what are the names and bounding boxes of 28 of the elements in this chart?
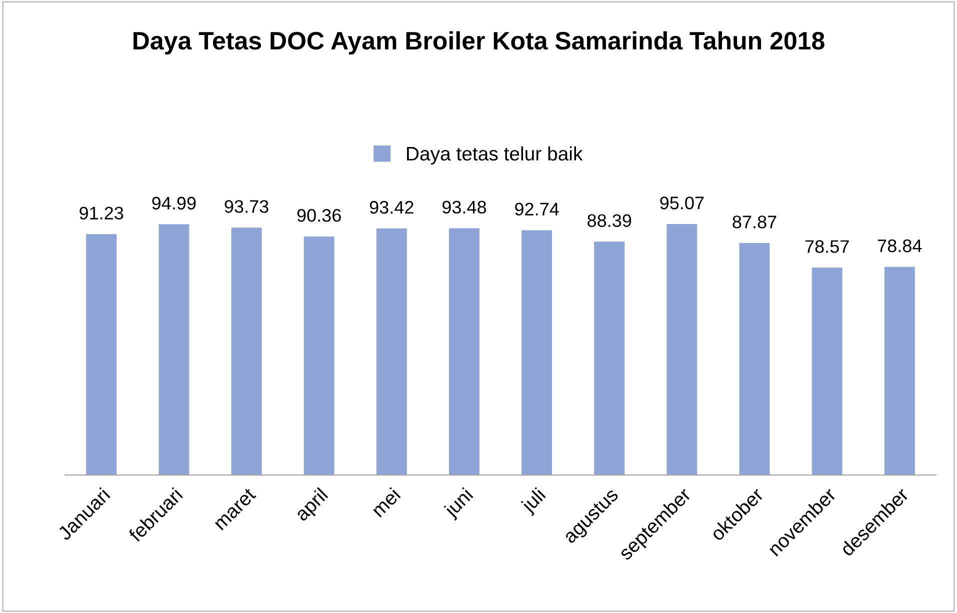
data-label: 91.23 (80, 206, 124, 220)
bar (304, 236, 334, 476)
x-tick-label: mei (370, 487, 401, 518)
legend-label: Daya tetas telur baik (407, 146, 583, 164)
bar (739, 243, 770, 476)
data-label: 78.84 (878, 239, 922, 252)
bar (812, 268, 842, 476)
data-label: 93.42 (370, 200, 414, 214)
data-label: 95.07 (660, 196, 704, 210)
data-label: 90.36 (297, 209, 341, 222)
data-label: 78.57 (805, 240, 849, 253)
data-label: 93.48 (442, 200, 486, 214)
bar (666, 224, 698, 476)
chart-title: Daya Tetas DOC Ayam Broiler Kota Samarinda Tahun 2018 (134, 31, 824, 55)
bar (158, 224, 190, 476)
bar (884, 266, 915, 476)
data-label: 94.99 (152, 196, 196, 210)
bar (594, 242, 625, 476)
data-label: 87.87 (732, 216, 776, 228)
bar (448, 228, 480, 476)
data-label: 93.73 (224, 200, 268, 213)
bar (231, 228, 262, 476)
data-label: 88.39 (588, 214, 632, 227)
bar (86, 234, 117, 476)
data-label: 92.74 (515, 202, 559, 216)
x-tick-label: juli (520, 487, 549, 516)
bar (522, 230, 552, 476)
bar (376, 228, 407, 476)
